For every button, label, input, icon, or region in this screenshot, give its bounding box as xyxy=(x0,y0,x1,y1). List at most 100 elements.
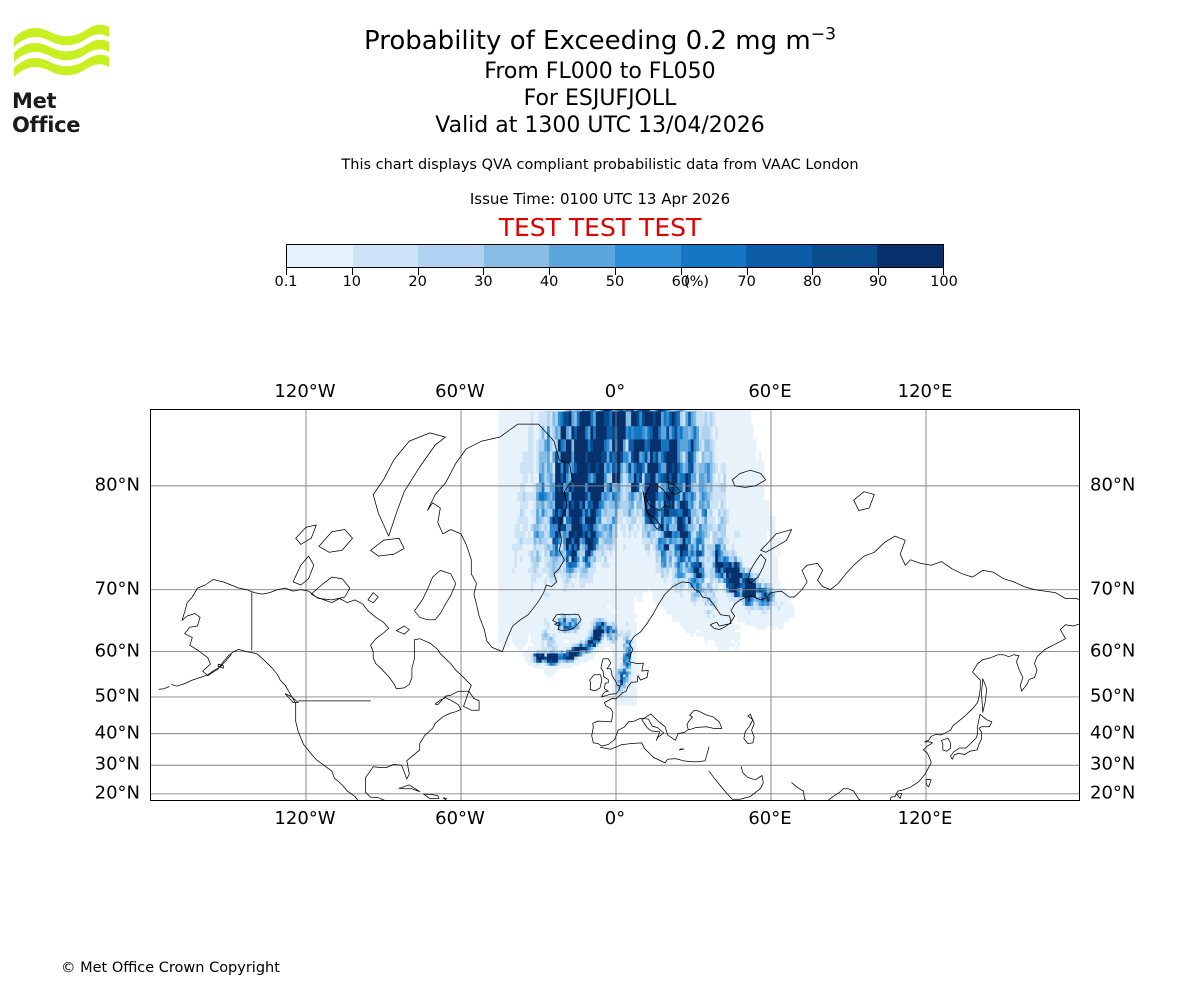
ash-probability-cell xyxy=(525,628,529,634)
ash-probability-cell xyxy=(761,582,765,588)
ash-probability-cell xyxy=(679,582,684,588)
ash-probability-cell xyxy=(500,636,505,641)
ash-probability-cell xyxy=(584,537,589,545)
ash-probability-cell xyxy=(701,555,705,563)
ash-probability-cell xyxy=(750,609,754,615)
ash-probability-cell xyxy=(666,472,670,483)
ash-probability-cell xyxy=(544,508,548,517)
ash-probability-cell xyxy=(726,450,730,463)
ash-probability-cell xyxy=(734,482,738,493)
ash-probability-cell xyxy=(726,636,730,641)
ash-probability-cell xyxy=(677,605,681,611)
ash-probability-cell xyxy=(712,523,716,532)
ash-probability-cell xyxy=(772,549,776,557)
ash-probability-cell xyxy=(625,438,629,452)
ash-probability-cell xyxy=(704,515,708,525)
ash-probability-cell xyxy=(536,508,540,517)
ash-probability-cell xyxy=(514,555,518,563)
ash-probability-cell xyxy=(582,621,586,626)
ash-probability-cell xyxy=(701,572,705,579)
ash-probability-cell xyxy=(533,591,537,598)
ash-probability-cell xyxy=(753,523,757,532)
ash-probability-cell xyxy=(576,549,580,557)
ash-probability-cell xyxy=(574,632,578,637)
ash-probability-cell xyxy=(625,508,629,517)
ash-probability-cell xyxy=(606,508,610,517)
ash-probability-cell xyxy=(603,605,608,611)
ash-probability-cell xyxy=(566,577,570,584)
ash-probability-cell xyxy=(603,600,608,606)
ash-probability-cell xyxy=(633,572,637,579)
ash-probability-cell xyxy=(590,625,594,630)
ash-probability-cell xyxy=(625,537,629,545)
ash-probability-cell xyxy=(593,600,597,606)
ash-probability-cell xyxy=(755,410,759,412)
ash-probability-cell xyxy=(579,515,583,525)
ash-probability-cell xyxy=(571,655,575,660)
ash-probability-cell xyxy=(498,482,502,493)
ash-probability-cell xyxy=(582,652,586,657)
ash-probability-cell xyxy=(498,543,502,551)
ash-probability-cell xyxy=(574,566,578,573)
ash-probability-cell xyxy=(696,410,700,412)
ash-probability-cell xyxy=(685,600,689,606)
ash-probability-cell xyxy=(636,566,640,573)
ash-probability-cell xyxy=(644,515,648,525)
ash-probability-cell xyxy=(536,591,540,598)
ash-probability-cell xyxy=(574,491,578,501)
ash-probability-cell xyxy=(533,450,537,463)
ash-probability-cell xyxy=(506,491,510,501)
ash-probability-cell xyxy=(701,410,705,412)
ash-probability-cell xyxy=(517,572,521,579)
ash-probability-cell xyxy=(666,500,670,509)
ash-probability-cell xyxy=(669,582,673,588)
ash-probability-cell xyxy=(628,605,632,611)
ash-probability-cell xyxy=(514,636,518,641)
ash-probability-cell xyxy=(525,596,529,602)
ash-probability-cell xyxy=(628,410,632,412)
ash-probability-cell xyxy=(669,450,673,463)
ash-probability-cell xyxy=(609,628,613,634)
ash-probability-cell xyxy=(557,472,561,483)
ash-probability-cell xyxy=(522,572,526,579)
ash-probability-cell xyxy=(633,530,637,538)
ash-probability-cell xyxy=(625,658,629,663)
ash-probability-cell xyxy=(509,591,513,598)
ash-probability-cell xyxy=(584,658,589,663)
ash-probability-cell xyxy=(541,438,545,452)
ash-probability-cell xyxy=(576,508,580,517)
ash-probability-cell xyxy=(677,617,681,623)
ash-probability-cell xyxy=(647,530,651,538)
ash-probability-cell xyxy=(696,617,700,623)
ash-probability-cell xyxy=(574,410,578,427)
ash-probability-cell xyxy=(622,670,627,675)
ash-probability-cell xyxy=(704,537,708,545)
ash-probability-cell xyxy=(609,438,613,452)
ash-probability-cell xyxy=(633,543,637,551)
ash-probability-cell xyxy=(777,621,781,626)
ash-probability-cell xyxy=(536,410,540,412)
ash-probability-cell xyxy=(671,613,675,619)
ash-probability-cell xyxy=(576,482,580,493)
ash-probability-cell xyxy=(555,596,559,602)
coastline-path-6 xyxy=(427,423,573,652)
ash-probability-cell xyxy=(688,549,692,557)
ash-probability-cell xyxy=(509,491,513,501)
ash-probability-cell xyxy=(707,482,711,493)
ash-probability-cell xyxy=(688,515,692,525)
ash-probability-cell xyxy=(682,450,686,463)
ash-probability-cell xyxy=(530,555,534,563)
ash-probability-cell xyxy=(753,591,757,598)
ash-probability-cell xyxy=(677,472,681,483)
ash-probability-cell xyxy=(498,537,502,545)
ash-probability-cell xyxy=(517,617,521,623)
ash-probability-cell xyxy=(549,543,553,551)
ash-probability-cell xyxy=(541,500,545,509)
ash-probability-cell xyxy=(576,625,580,630)
ash-probability-cell xyxy=(549,605,553,611)
ash-probability-cell xyxy=(555,662,559,666)
ash-probability-cell xyxy=(519,515,523,525)
ash-probability-cell xyxy=(720,625,724,630)
ash-probability-cell xyxy=(622,566,627,573)
ash-probability-cell xyxy=(620,684,624,688)
